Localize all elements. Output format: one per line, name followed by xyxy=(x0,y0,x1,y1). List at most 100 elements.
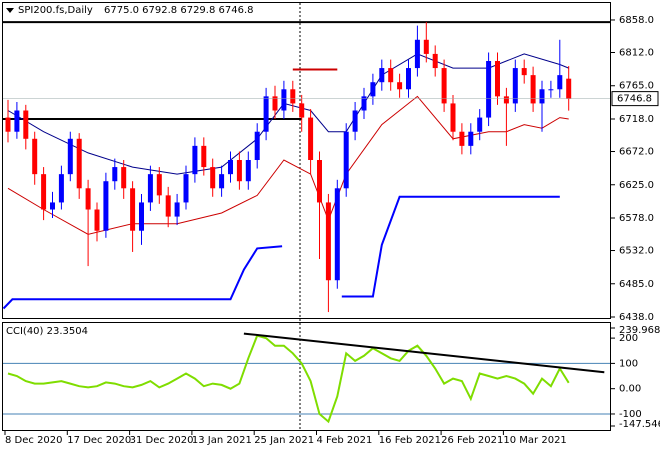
candle-body xyxy=(317,160,322,203)
y-tick-label: 6438.0 xyxy=(619,312,654,323)
candle-body xyxy=(94,209,100,231)
y-tick-label: 6765.0 xyxy=(619,81,654,92)
candle-body xyxy=(156,174,162,196)
ohlc: 6775.0 6792.8 6729.8 6746.8 xyxy=(104,5,254,16)
candle-body xyxy=(112,167,118,182)
candle-body xyxy=(272,96,278,111)
cci-trendline xyxy=(243,332,605,374)
price-panel xyxy=(2,2,611,319)
candle-body xyxy=(192,145,198,175)
candle-body xyxy=(361,96,367,111)
candle-body xyxy=(325,202,331,281)
candle-body xyxy=(210,167,216,189)
candle-body xyxy=(450,103,456,132)
x-tick-label: 16 Feb 2021 xyxy=(379,435,441,446)
candle-body xyxy=(379,68,385,83)
y-tick-label: 6625.0 xyxy=(619,180,654,191)
candle-body xyxy=(165,195,171,217)
candle-body xyxy=(477,117,483,132)
chart-title: SPI200.fs,Daily xyxy=(18,5,93,16)
candle-body xyxy=(147,174,153,203)
cci-line xyxy=(7,334,570,424)
candle-body xyxy=(130,188,136,231)
candle-body xyxy=(254,131,260,161)
y-tick-label: 6812.0 xyxy=(619,48,654,59)
cci-y-tick-label: 0.00 xyxy=(619,384,641,395)
cci-title: CCI(40) 23.3504 xyxy=(6,326,88,337)
candle-body xyxy=(85,188,91,210)
candle-body xyxy=(50,202,55,210)
overlay-line xyxy=(7,53,569,175)
y-tick-label: 6672.0 xyxy=(619,147,654,158)
candle-body xyxy=(76,138,82,189)
candle-body xyxy=(414,39,420,69)
candle-body xyxy=(406,68,411,90)
cci-y-tick-label: -100 xyxy=(619,409,642,420)
candle-body xyxy=(281,89,287,111)
candle-body xyxy=(58,174,64,203)
candle-body xyxy=(139,202,144,231)
candle-body xyxy=(236,160,242,182)
x-tick-label: 17 Dec 2020 xyxy=(67,435,131,446)
cci-y-tick-label: -147.546 xyxy=(619,419,660,430)
x-tick-label: 10 Mar 2021 xyxy=(503,435,566,446)
candle-body xyxy=(228,160,233,175)
candle-body xyxy=(23,110,29,139)
candle-body xyxy=(397,82,403,90)
cci-y-tick-label: 100 xyxy=(619,358,638,369)
cci-y-tick-label: 200 xyxy=(619,333,638,344)
candle-body xyxy=(495,60,500,97)
x-tick-label: 26 Feb 2021 xyxy=(441,435,503,446)
y-tick-label: 6532.0 xyxy=(619,246,654,257)
y-tick-label: 6858.0 xyxy=(619,15,654,26)
candle-body xyxy=(334,188,340,281)
candle-body xyxy=(388,68,394,83)
x-tick-label: 25 Jan 2021 xyxy=(254,435,314,446)
candle-body xyxy=(245,160,251,182)
candle-body xyxy=(5,117,11,132)
candle-body xyxy=(441,68,447,104)
candle-body xyxy=(219,174,225,189)
candle-body xyxy=(14,110,20,132)
y-tick-label: 6718.0 xyxy=(619,114,654,125)
candle-body xyxy=(352,110,358,132)
overlay-line xyxy=(2,195,560,310)
candle-body xyxy=(343,131,349,189)
candle-body xyxy=(263,96,269,132)
y-tick-label: 6485.0 xyxy=(619,279,654,290)
x-tick-label: 4 Feb 2021 xyxy=(317,435,373,446)
menu-arrow xyxy=(6,8,14,13)
y-tick-label: 6578.0 xyxy=(619,213,654,224)
candle-body xyxy=(566,78,572,99)
candle-body xyxy=(432,53,438,69)
x-tick-label: 8 Dec 2020 xyxy=(5,435,63,446)
candle-body xyxy=(503,96,509,104)
candle-body xyxy=(32,138,38,175)
candle-body xyxy=(521,68,527,76)
candle-body xyxy=(41,174,47,210)
price-label: 6746.8 xyxy=(617,94,652,105)
price-label-box xyxy=(611,91,659,107)
candle-body xyxy=(370,82,376,97)
candle-body xyxy=(201,145,207,168)
cci-panel xyxy=(2,322,611,431)
x-tick-label: 13 Jan 2021 xyxy=(192,435,252,446)
x-tick-label: 31 Dec 2020 xyxy=(130,435,194,446)
candle-body xyxy=(539,89,545,104)
candle-body xyxy=(423,39,429,54)
candle-body xyxy=(557,75,563,90)
candle-body xyxy=(512,68,518,104)
candle-body xyxy=(468,131,474,146)
candle-body xyxy=(103,181,109,231)
candle-body xyxy=(290,89,296,104)
candle-body xyxy=(548,89,554,91)
candle-body xyxy=(530,75,536,104)
candle-body xyxy=(67,138,73,175)
candle-body xyxy=(174,202,180,217)
candle-body xyxy=(121,167,127,189)
candle-body xyxy=(299,103,305,118)
candle-body xyxy=(183,174,189,203)
candle-body xyxy=(486,60,492,118)
